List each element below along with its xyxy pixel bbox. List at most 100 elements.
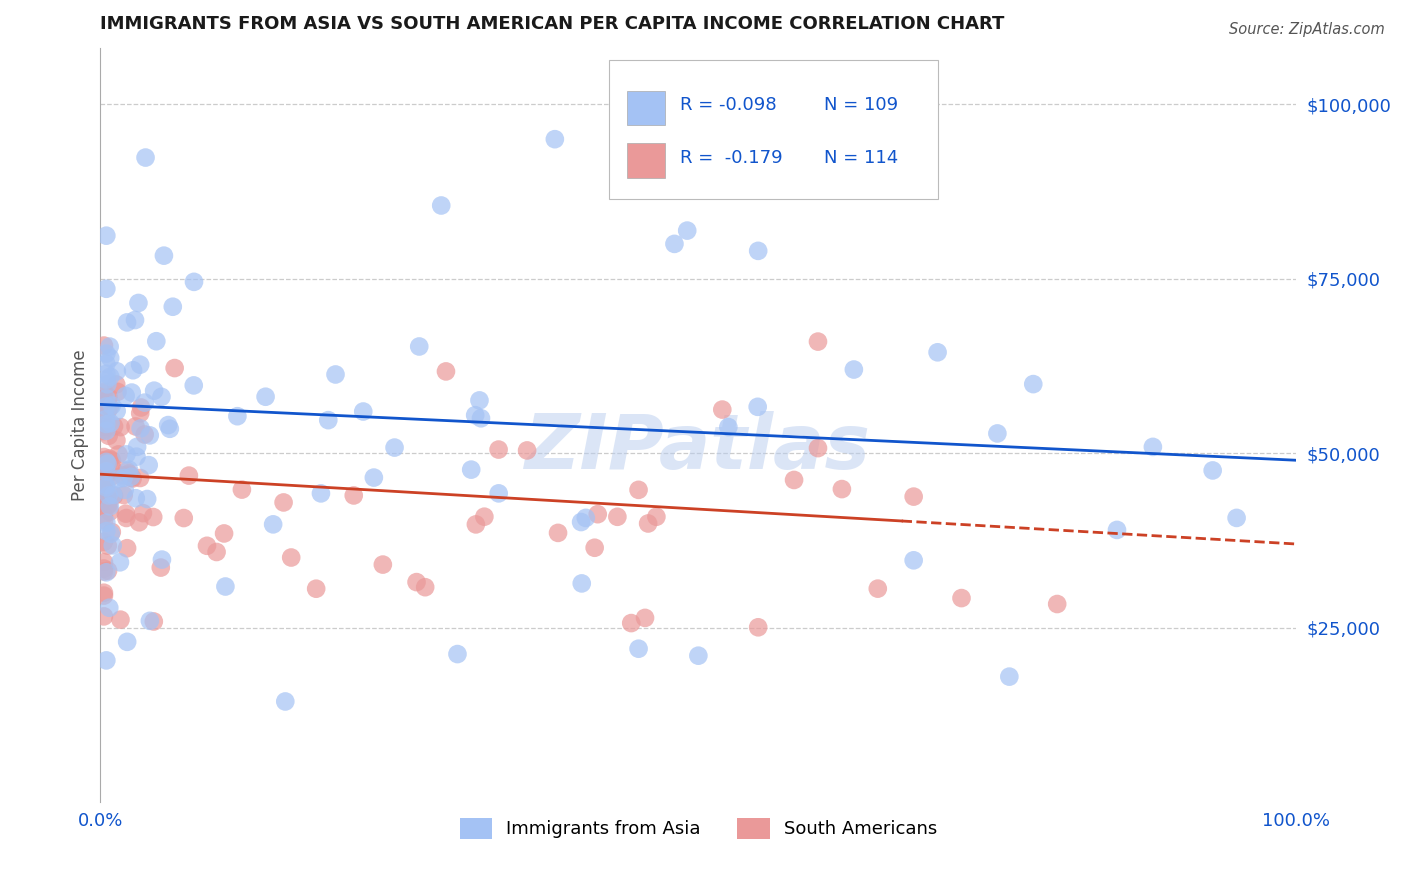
Point [96,228,118,243]
Point [413,580,436,594]
Point [115,464,138,478]
Point [120,469,142,483]
Point [98,505,121,519]
Point [115,635,138,649]
Point [177,468,200,483]
Point [93,453,115,467]
Point [138,458,160,472]
Point [183,275,205,289]
Point [105,404,128,418]
Point [470,411,492,425]
Point [446,647,468,661]
Point [115,507,138,521]
Point [430,198,453,212]
Point [183,378,205,392]
Point [309,486,332,500]
Point [96,392,118,406]
Point [98,340,121,354]
Point [122,363,145,377]
Point [93,415,115,429]
Text: R = -0.098: R = -0.098 [681,96,778,114]
Point [627,641,650,656]
Point [305,582,328,596]
Point [866,582,889,596]
Point [212,526,235,541]
Point [1022,377,1045,392]
Point [98,500,121,514]
Point [583,541,606,555]
Point [96,346,118,360]
Point [474,509,496,524]
Point [101,524,124,539]
Point [101,469,124,483]
Point [405,575,427,590]
Point [93,386,115,401]
Point [115,511,138,525]
Point [927,345,949,359]
Point [114,483,136,497]
Point [93,565,115,579]
Point [115,541,138,556]
Point [150,552,173,566]
Point [464,408,486,422]
Point [606,509,628,524]
Point [903,490,925,504]
Point [114,389,136,403]
Point [93,420,115,434]
Point [468,393,491,408]
Point [214,580,236,594]
Point [842,362,865,376]
Point [124,419,146,434]
Point [103,419,125,434]
Point [586,507,609,521]
Point [129,421,152,435]
Point [352,404,374,418]
Point [280,550,302,565]
Point [173,511,195,525]
Point [134,427,156,442]
Point [711,402,734,417]
Point [1142,440,1164,454]
Point [101,463,124,477]
Point [97,488,120,502]
Point [96,455,118,469]
Point [121,471,143,485]
Point [93,384,115,399]
Point [96,373,118,387]
Point [93,486,115,500]
Point [747,400,769,414]
Point [343,488,366,502]
Point [96,490,118,504]
Point [93,561,115,575]
Point [93,450,115,464]
Point [96,357,118,371]
Point [205,545,228,559]
Point [107,472,129,486]
Point [162,300,184,314]
Point [325,368,347,382]
Point [950,591,973,605]
Point [384,441,406,455]
Point [620,616,643,631]
Point [135,151,157,165]
Point [112,488,135,502]
Point [254,390,277,404]
Point [159,422,181,436]
Point [1226,511,1249,525]
Point [998,670,1021,684]
Point [98,453,121,467]
Text: IMMIGRANTS FROM ASIA VS SOUTH AMERICAN PER CAPITA INCOME CORRELATION CHART: IMMIGRANTS FROM ASIA VS SOUTH AMERICAN P… [100,15,1005,33]
Point [97,404,120,418]
Point [121,385,143,400]
Point [93,423,115,437]
Point [93,462,115,476]
Point [96,282,118,296]
Point [125,491,148,506]
Point [101,399,124,413]
Point [676,224,699,238]
Point [98,600,121,615]
Point [115,447,138,461]
Point [93,609,115,624]
Point [118,467,141,481]
Point [408,339,430,353]
